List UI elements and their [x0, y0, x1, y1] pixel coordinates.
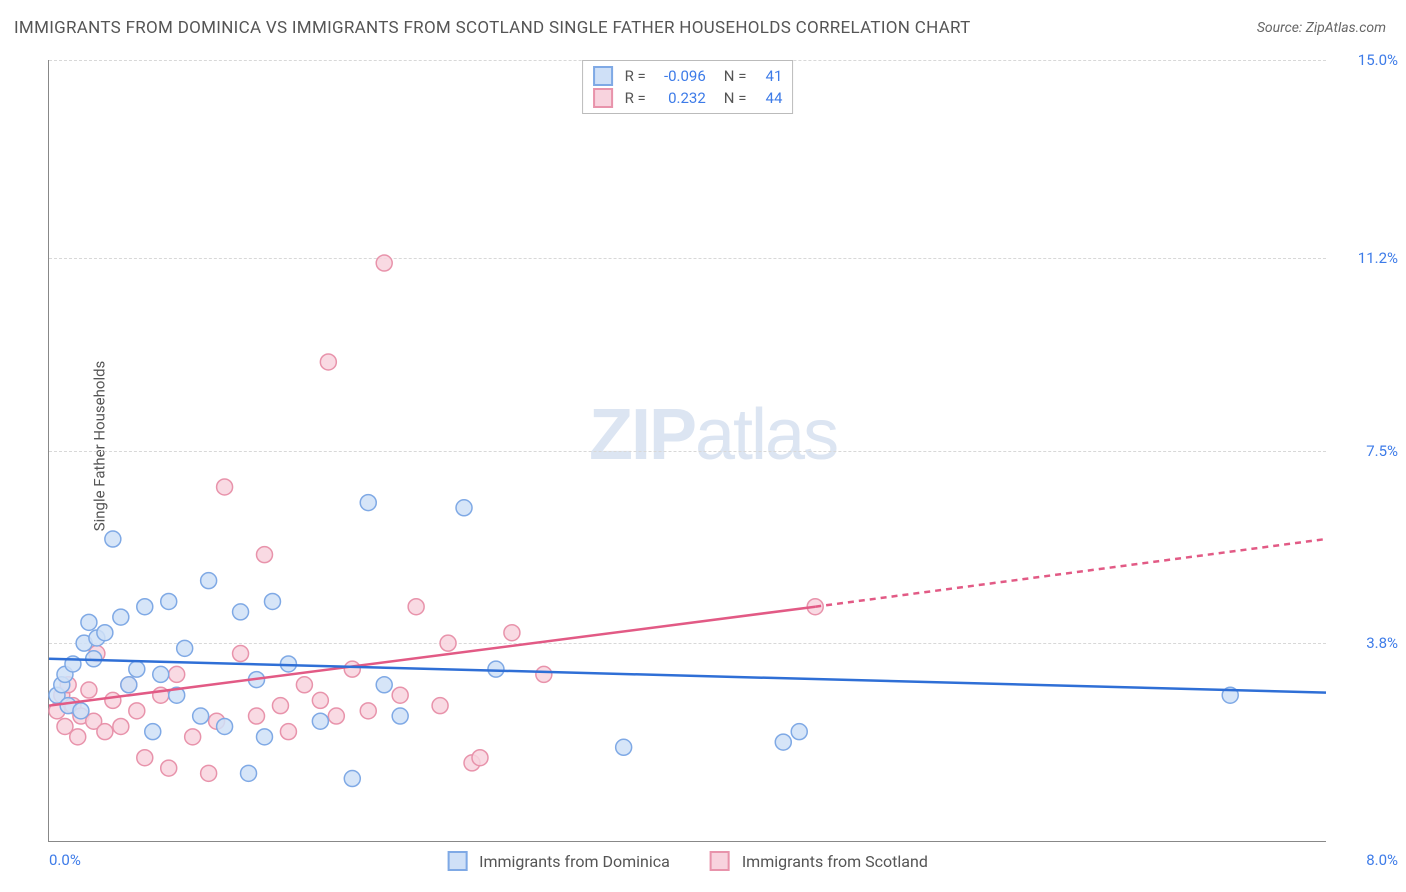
series-legend: Immigrants from Dominica Immigrants from…	[447, 851, 928, 871]
data-point	[153, 666, 169, 682]
data-point	[344, 771, 360, 787]
legend-row-dominica: R = -0.096 N = 41	[593, 65, 783, 87]
data-point	[432, 698, 448, 714]
legend-row-scotland: R = 0.232 N = 44	[593, 87, 783, 109]
swatch-scotland	[593, 88, 613, 108]
data-point	[328, 708, 344, 724]
data-point	[360, 703, 376, 719]
data-point	[775, 734, 791, 750]
data-point	[264, 593, 280, 609]
data-point	[280, 724, 296, 740]
data-point	[73, 703, 89, 719]
data-point	[113, 609, 129, 625]
correlation-legend: R = -0.096 N = 41 R = 0.232 N = 44	[582, 60, 794, 114]
data-point	[201, 573, 217, 589]
data-point	[241, 765, 257, 781]
scatter-plot	[49, 60, 1326, 841]
data-point	[113, 718, 129, 734]
swatch-dominica-icon	[447, 851, 467, 871]
legend-item-scotland: Immigrants from Scotland	[710, 851, 928, 871]
y-tick-label: 15.0%	[1334, 51, 1398, 69]
x-axis-min-label: 0.0%	[49, 851, 81, 869]
data-point	[376, 255, 392, 271]
y-tick-label: 7.5%	[1334, 442, 1398, 460]
swatch-dominica	[593, 66, 613, 86]
data-point	[105, 531, 121, 547]
data-point	[70, 729, 86, 745]
swatch-scotland-icon	[710, 851, 730, 871]
data-point	[161, 593, 177, 609]
source-text: Source: ZipAtlas.com	[1257, 20, 1386, 36]
data-point	[296, 677, 312, 693]
data-point	[320, 354, 336, 370]
data-point	[233, 604, 249, 620]
data-point	[97, 625, 113, 641]
data-point	[376, 677, 392, 693]
data-point	[177, 640, 193, 656]
data-point	[185, 729, 201, 745]
data-point	[392, 687, 408, 703]
data-point	[129, 661, 145, 677]
trend-line	[49, 607, 815, 706]
data-point	[161, 760, 177, 776]
data-point	[249, 708, 265, 724]
data-point	[97, 724, 113, 740]
data-point	[193, 708, 209, 724]
data-point	[256, 729, 272, 745]
data-point	[129, 703, 145, 719]
data-point	[105, 692, 121, 708]
data-point	[201, 765, 217, 781]
trend-line	[815, 539, 1326, 607]
r-value-dominica: -0.096	[652, 65, 706, 87]
data-point	[217, 718, 233, 734]
data-point	[137, 599, 153, 615]
data-point	[233, 646, 249, 662]
data-point	[272, 698, 288, 714]
y-tick-label: 3.8%	[1334, 634, 1398, 652]
data-point	[169, 666, 185, 682]
x-axis-max-label: 8.0%	[1366, 851, 1398, 869]
data-point	[456, 500, 472, 516]
data-point	[440, 635, 456, 651]
chart-title: IMMIGRANTS FROM DOMINICA VS IMMIGRANTS F…	[14, 18, 971, 38]
data-point	[344, 661, 360, 677]
data-point	[137, 750, 153, 766]
data-point	[791, 724, 807, 740]
plot-area: ZIPatlas R = -0.096 N = 41 R = 0.232 N =…	[48, 60, 1326, 842]
data-point	[472, 750, 488, 766]
data-point	[312, 692, 328, 708]
r-value-scotland: 0.232	[652, 87, 706, 109]
data-point	[360, 495, 376, 511]
data-point	[488, 661, 504, 677]
data-point	[81, 614, 97, 630]
data-point	[408, 599, 424, 615]
data-point	[81, 682, 97, 698]
n-value-dominica: 41	[752, 65, 782, 87]
n-value-scotland: 44	[752, 87, 782, 109]
data-point	[312, 713, 328, 729]
y-tick-label: 11.2%	[1334, 249, 1398, 267]
data-point	[392, 708, 408, 724]
data-point	[121, 677, 137, 693]
trend-line	[49, 659, 1326, 693]
data-point	[616, 739, 632, 755]
data-point	[217, 479, 233, 495]
data-point	[504, 625, 520, 641]
data-point	[145, 724, 161, 740]
data-point	[256, 547, 272, 563]
legend-item-dominica: Immigrants from Dominica	[447, 851, 670, 871]
data-point	[536, 666, 552, 682]
